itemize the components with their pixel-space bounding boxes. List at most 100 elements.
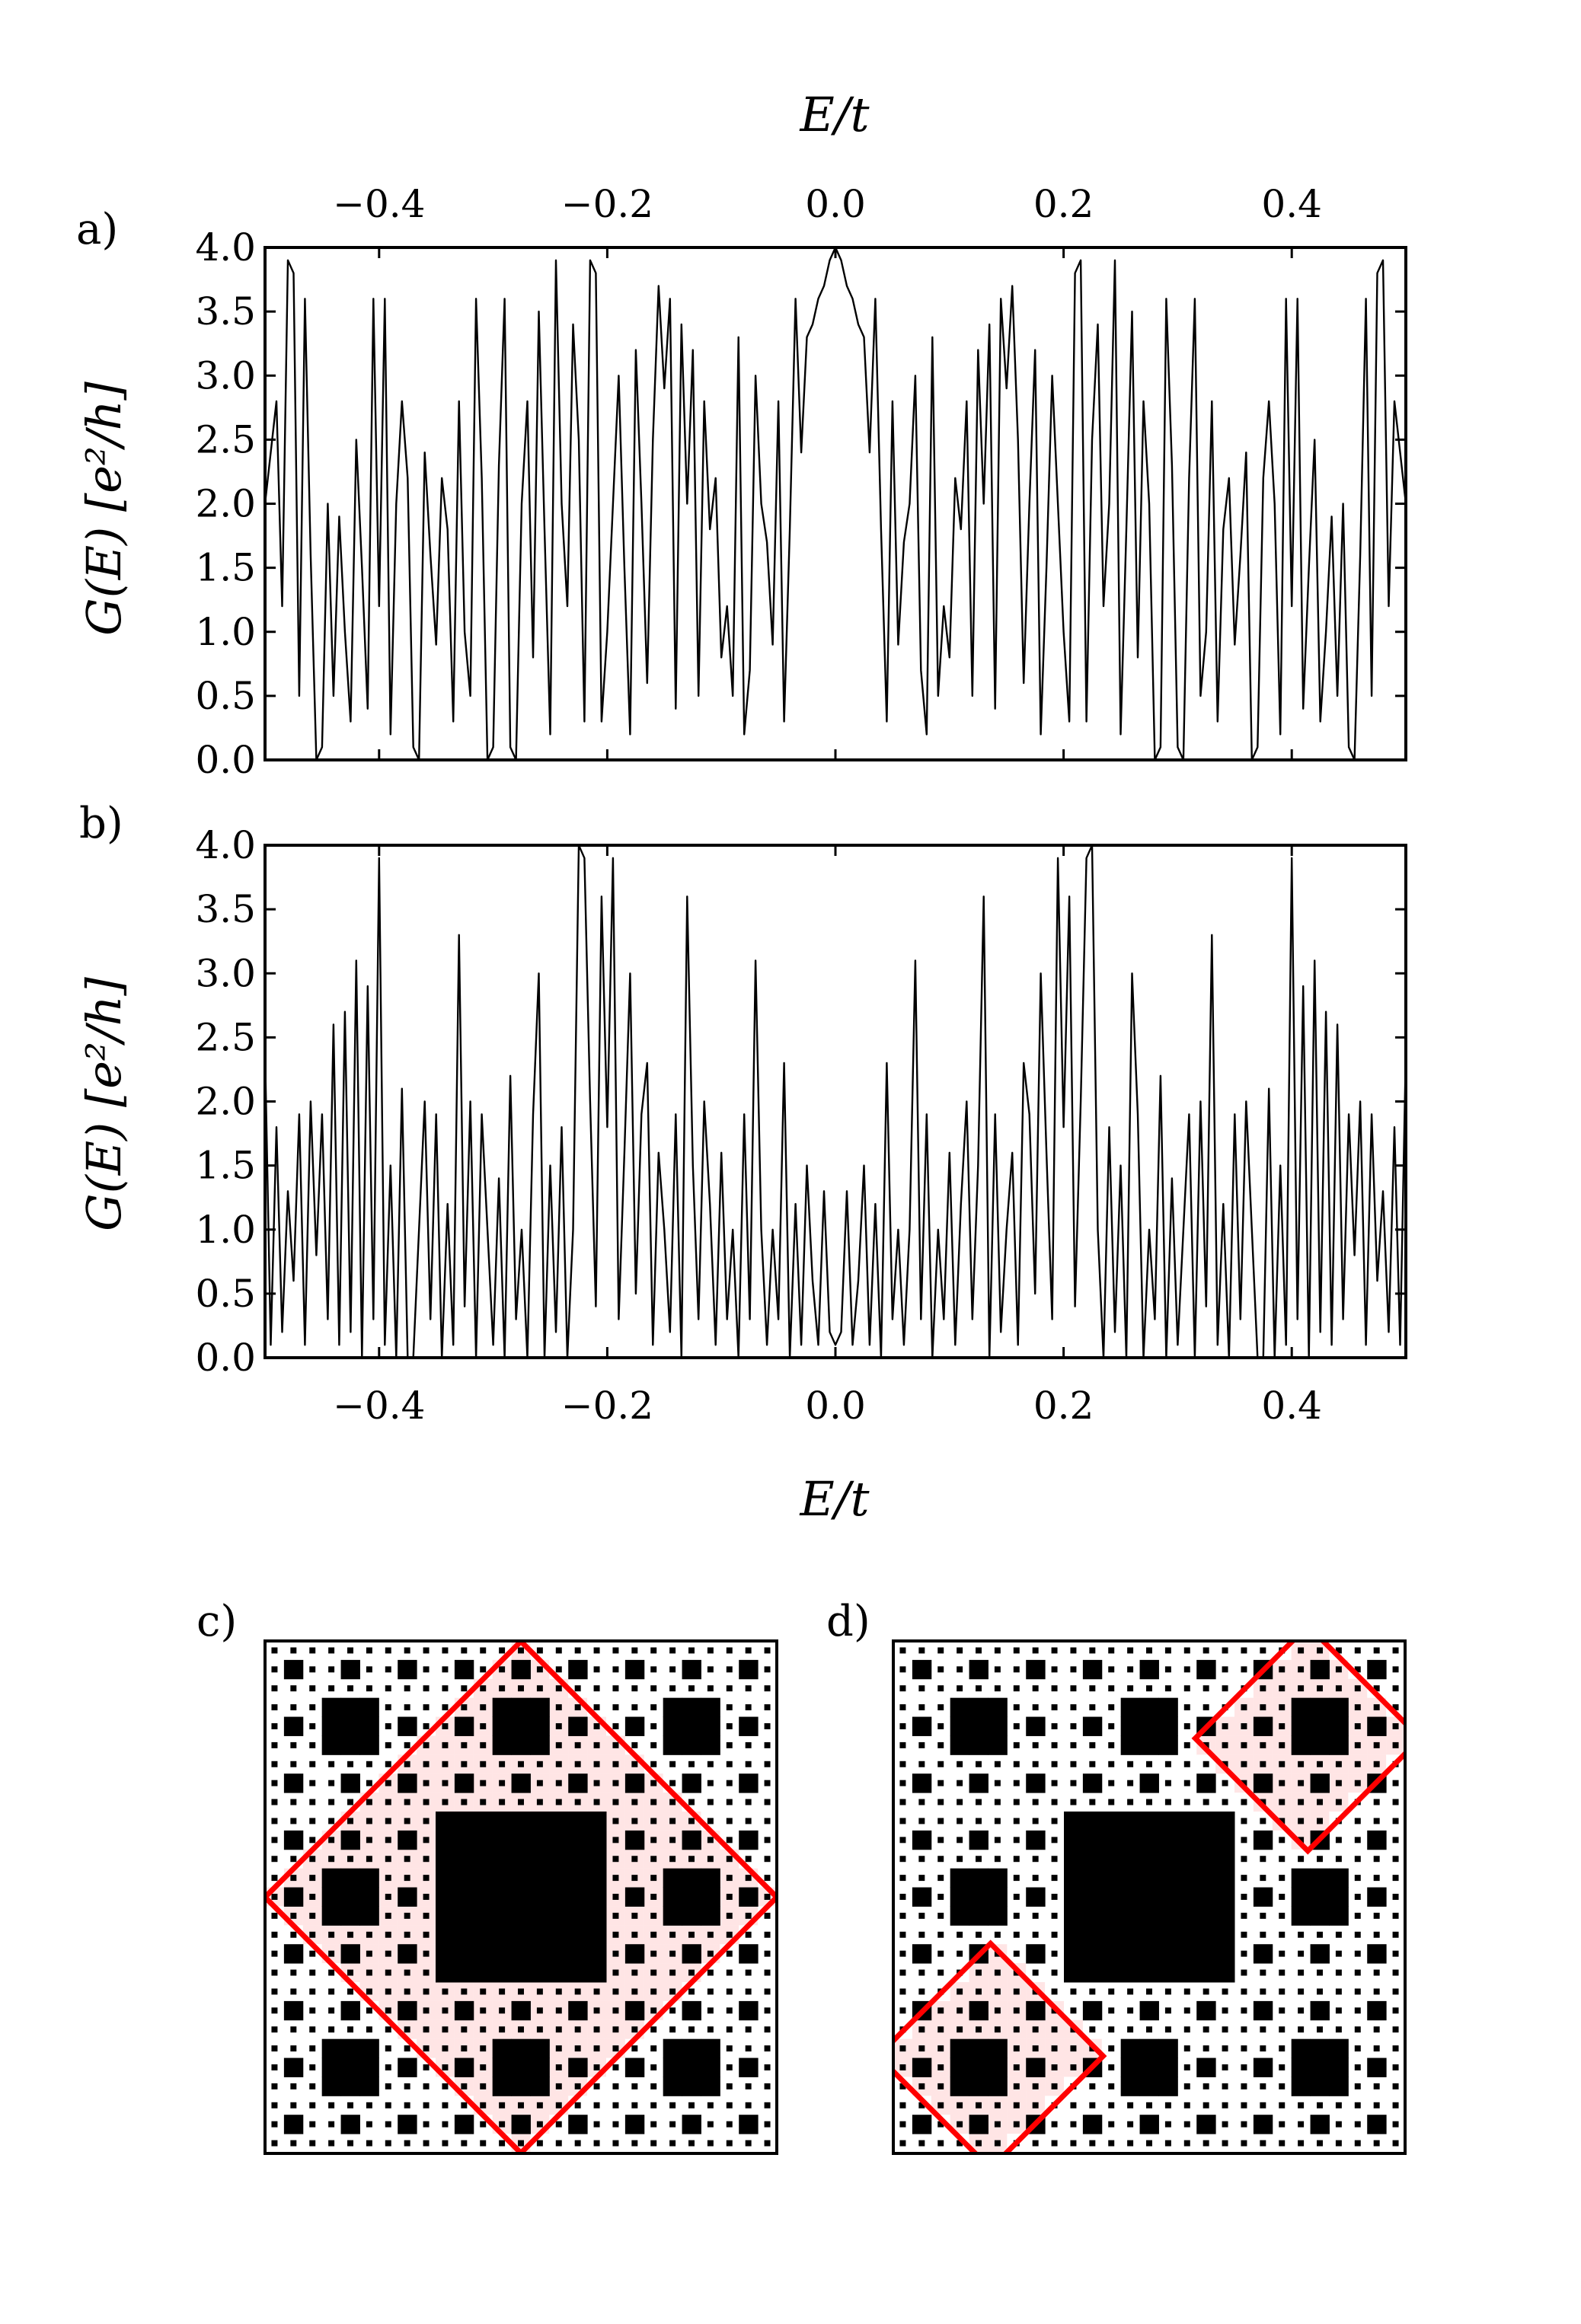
carpet-dot [899,1723,906,1729]
carpet-dot [650,1780,657,1786]
carpet-hole [663,1716,683,1736]
carpet-dot [347,2026,353,2033]
carpet-dot [707,1685,714,1692]
carpet-hole [1139,1716,1159,1736]
carpet-dot [1089,2083,1096,2089]
carpet-hole [568,1887,588,1907]
carpet-dot [1146,1761,1152,1767]
carpet-dot [1203,2140,1209,2147]
carpet-dot [612,1685,619,1692]
carpet-dot [899,2007,906,2014]
carpet-dot [1013,1837,1020,1844]
carpet-hole [454,2000,474,2021]
carpet-hole [1329,1887,1349,1907]
tick-group-b: 0.0 0.5 1.0 1.5 2.0 2.5 3.0 3.5 4.0 −0.4 −0.2 0.0 0.… [195,823,1406,1428]
carpet-dot [1373,1988,1380,1995]
carpet-hole [1329,1906,1349,1926]
carpet-dot [976,1761,982,1767]
carpet-dot [1373,1741,1380,1748]
carpet-hole [1120,1812,1141,1831]
carpet-hole [1367,1830,1387,1850]
carpet-dot [1183,1761,1190,1767]
carpet-hole [701,1716,720,1736]
carpet-dot [1070,2140,1077,2147]
carpet-dot [442,1780,449,1786]
carpet-dot [1203,2026,1209,2033]
y-tick-label: 3.5 [195,289,256,334]
carpet-dot [404,1685,410,1692]
carpet-dot [1051,1704,1058,1711]
carpet-hole [530,2077,550,2096]
carpet-dot [1089,1647,1096,1654]
carpet-dot [593,2083,600,2089]
carpet-hole [530,1868,550,1888]
carpet-dot [937,2121,944,2128]
carpet-dot [957,1647,963,1654]
carpet-hole [436,1906,455,1926]
carpet-dot [745,1741,752,1748]
carpet-dot [707,1950,714,1957]
carpet-dot [1108,2026,1115,2033]
carpet-dot [937,2007,944,2014]
carpet-dot [1032,1685,1039,1692]
carpet-dot [1317,2026,1323,2033]
carpet-dot [385,1685,391,1692]
carpet-hole [511,2000,531,2021]
carpet-dot [1298,1931,1305,1938]
carpet-dot [593,2064,600,2070]
carpet-dot [1241,2007,1247,2014]
carpet-hole [1177,1963,1197,1983]
carpet-hole [701,1887,720,1907]
carpet-hole [549,1887,569,1907]
carpet-hole [701,1697,720,1718]
carpet-dot [1241,2121,1247,2128]
carpet-dot [612,1799,619,1805]
carpet-hole [398,2057,417,2077]
carpet-hole [340,1773,360,1793]
carpet-hole [1158,1830,1178,1850]
carpet-hole [1253,1830,1273,1850]
carpet-hole [568,1849,588,1869]
carpet-dot [1373,1875,1380,1882]
carpet-dot [309,1931,316,1938]
carpet-hole [511,1925,531,1945]
carpet-hole [511,1944,531,1964]
carpet-dot [937,1931,944,1938]
carpet-hole [701,1735,720,1755]
carpet-dot [366,2140,372,2147]
carpet-hole [1158,1735,1178,1755]
carpet-dot [1298,1988,1305,1995]
carpet-hole [340,2000,360,2021]
carpet-dot [1354,2140,1361,2147]
carpet-hole [530,2038,550,2059]
carpet-dot [1164,2007,1171,2014]
carpet-dot [726,1780,733,1786]
carpet-dot [347,1761,353,1767]
carpet-dot [1279,1685,1286,1692]
carpet-dot [290,1685,297,1692]
carpet-dot [574,1647,581,1654]
carpet-hole [492,2057,513,2077]
carpet-hole [1158,1925,1178,1945]
carpet-hole [549,1925,569,1945]
carpet-dot [499,1761,506,1767]
carpet-dot [1032,1969,1039,1976]
carpet-dot [309,1723,316,1729]
carpet-hole [1064,1963,1084,1983]
carpet-dot [1203,2083,1209,2089]
carpet-hole [530,1963,550,1983]
carpet-dot [404,1931,410,1938]
carpet-dot [442,2026,449,2033]
carpet-dot [309,1856,316,1863]
carpet-dot [899,1837,906,1844]
carpet-dot [385,2045,391,2052]
carpet-dot [1051,1856,1058,1863]
carpet-dot [1373,1799,1380,1805]
carpet-hole [682,2115,701,2134]
carpet-dot [1183,1988,1190,1995]
carpet-dot [1373,2140,1380,2147]
carpet-dot [1222,2121,1228,2128]
carpet-dot [669,1969,676,1976]
carpet-hole [950,2077,970,2096]
